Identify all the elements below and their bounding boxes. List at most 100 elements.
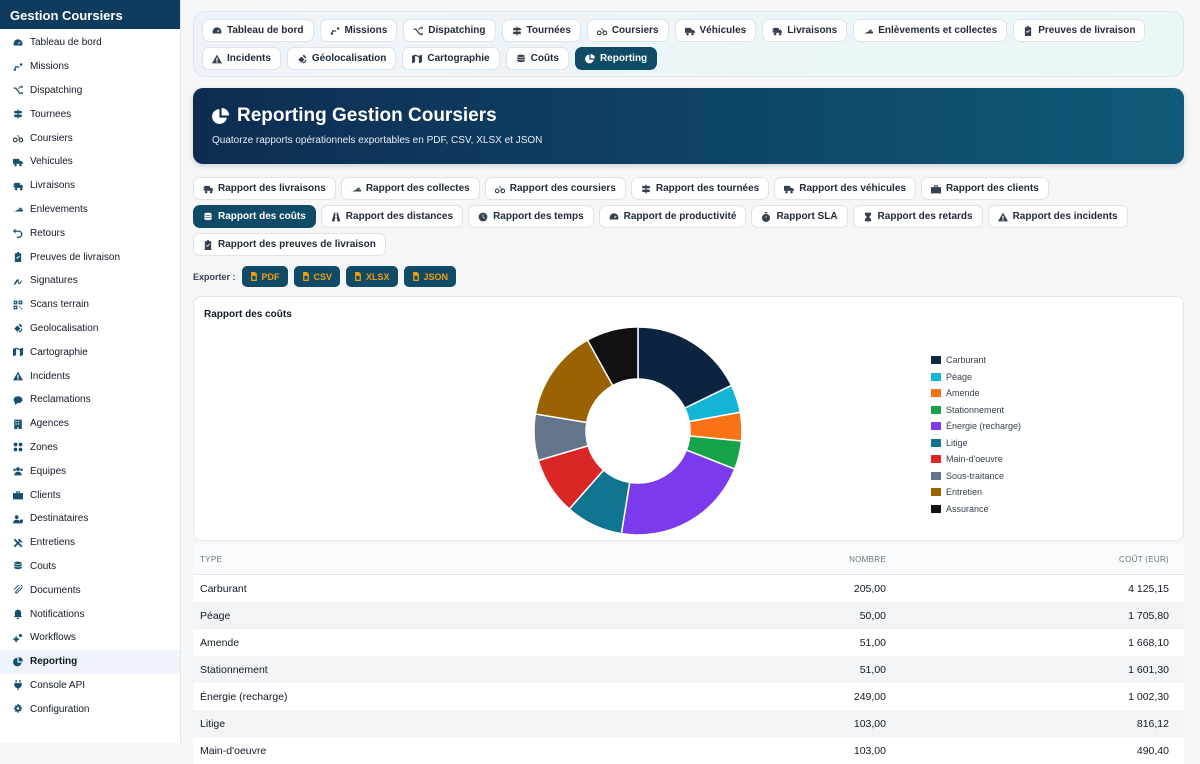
top-nav-tab[interactable]: Géolocalisation bbox=[286, 47, 397, 70]
sidebar-item[interactable]: Coursiers bbox=[0, 126, 180, 150]
export-button[interactable]: CSV bbox=[293, 266, 341, 287]
sidebar-item[interactable]: Missions bbox=[0, 55, 180, 79]
sidebar-item[interactable]: Dispatching bbox=[0, 79, 180, 103]
sidebar-item[interactable]: Zones bbox=[0, 436, 180, 460]
report-tab-label: Rapport des tournées bbox=[655, 183, 760, 194]
pie-slice[interactable] bbox=[620, 449, 736, 536]
sidebar-item[interactable]: Enlevements bbox=[0, 198, 180, 222]
report-tab[interactable]: Rapport des clients bbox=[920, 177, 1049, 200]
report-tab[interactable]: Rapport des tournées bbox=[630, 177, 770, 200]
legend-item[interactable]: Litige bbox=[931, 435, 1021, 452]
map-icon bbox=[12, 347, 23, 357]
top-nav-tab[interactable]: Reporting bbox=[574, 47, 658, 70]
bicycle-icon bbox=[12, 133, 23, 144]
top-nav-tab[interactable]: Tableau de bord bbox=[202, 19, 314, 42]
undo-icon bbox=[12, 228, 23, 239]
report-tab[interactable]: Rapport des temps bbox=[468, 205, 594, 228]
legend-label: Amende bbox=[946, 388, 980, 399]
sidebar-item[interactable]: Configuration bbox=[0, 697, 180, 721]
sidebar-item[interactable]: Documents bbox=[0, 578, 180, 602]
legend-item[interactable]: Main-d'oeuvre bbox=[931, 451, 1021, 468]
pie-slice[interactable] bbox=[586, 326, 639, 387]
top-nav-tab[interactable]: Livraisons bbox=[762, 19, 848, 42]
export-button-label: XLSX bbox=[366, 271, 390, 282]
chart-pie-icon bbox=[12, 656, 23, 667]
sidebar-item[interactable]: Reporting bbox=[0, 649, 180, 674]
sidebar-item[interactable]: Cartographie bbox=[0, 340, 180, 364]
sidebar-item[interactable]: Incidents bbox=[0, 364, 180, 388]
sidebar-item[interactable]: Preuves de livraison bbox=[0, 245, 180, 269]
top-nav-tab[interactable]: Missions bbox=[319, 19, 398, 42]
legend-swatch bbox=[931, 372, 941, 381]
cell-type: Main-d'oeuvre bbox=[200, 744, 267, 757]
sidebar-item[interactable]: Couts bbox=[0, 555, 180, 579]
sidebar-item[interactable]: Entretiens bbox=[0, 531, 180, 555]
export-button[interactable]: PDF bbox=[241, 266, 288, 287]
sidebar-item[interactable]: Destinataires bbox=[0, 507, 180, 531]
legend-item[interactable]: Entretien bbox=[931, 484, 1021, 501]
report-tab[interactable]: Rapport des distances bbox=[320, 205, 464, 228]
sidebar-item[interactable]: Agences bbox=[0, 412, 180, 436]
report-tab[interactable]: Rapport des collectes bbox=[340, 177, 480, 200]
chart-pie-icon bbox=[584, 53, 595, 63]
report-tab[interactable]: Rapport des coûts bbox=[193, 205, 316, 228]
legend-swatch bbox=[931, 488, 941, 497]
top-nav-tab[interactable]: Preuves de livraison bbox=[1013, 19, 1146, 42]
col-type-header: TYPE bbox=[200, 554, 223, 564]
cogs-icon bbox=[12, 632, 23, 643]
legend-item[interactable]: Carburant bbox=[931, 352, 1021, 369]
legend-item[interactable]: Énergie (recharge) bbox=[931, 418, 1021, 435]
sidebar-item[interactable]: Tournees bbox=[0, 102, 180, 126]
report-tab[interactable]: Rapport de productivité bbox=[598, 205, 747, 228]
report-tab[interactable]: Rapport des retards bbox=[852, 205, 983, 228]
top-nav-tab-label: Véhicules bbox=[699, 25, 747, 36]
legend-item[interactable]: Amende bbox=[931, 385, 1021, 402]
report-tab[interactable]: Rapport des véhicules bbox=[774, 177, 916, 200]
sidebar-item[interactable]: Retours bbox=[0, 221, 180, 245]
sidebar-item[interactable]: Tableau de bord bbox=[0, 31, 180, 55]
top-nav-tab[interactable]: Dispatching bbox=[403, 19, 496, 42]
top-nav-tab[interactable]: Véhicules bbox=[674, 19, 757, 42]
col-cost-header: COÛT (EUR) bbox=[1119, 554, 1169, 564]
sidebar-item[interactable]: Reclamations bbox=[0, 388, 180, 412]
top-nav-tab[interactable]: Coûts bbox=[505, 47, 569, 70]
legend-item[interactable]: Sous-traitance bbox=[931, 468, 1021, 485]
report-tab[interactable]: Rapport des preuves de livraison bbox=[193, 233, 386, 256]
top-nav-tab[interactable]: Incidents bbox=[202, 47, 281, 70]
top-nav-tab[interactable]: Tournées bbox=[501, 19, 581, 42]
sidebar: Gestion Coursiers Tableau de bord Mission… bbox=[0, 0, 181, 743]
top-nav-tab[interactable]: Coursiers bbox=[586, 19, 669, 42]
top-nav-tab-label: Preuves de livraison bbox=[1038, 25, 1136, 36]
export-button[interactable]: XLSX bbox=[346, 266, 398, 287]
sidebar-item[interactable]: Livraisons bbox=[0, 174, 180, 198]
report-tab[interactable]: Rapport des livraisons bbox=[193, 177, 336, 200]
sidebar-item-label: Notifications bbox=[30, 608, 85, 620]
cell-count: 249,00 bbox=[853, 690, 886, 703]
top-nav-tab[interactable]: Cartographie bbox=[402, 47, 500, 70]
report-tab[interactable]: Rapport des coursiers bbox=[484, 177, 626, 200]
top-nav-tab[interactable]: Enlèvements et collectes bbox=[853, 19, 1008, 42]
sidebar-item[interactable]: Workflows bbox=[0, 626, 180, 650]
top-nav-tab-label: Livraisons bbox=[787, 25, 838, 36]
report-tab[interactable]: Rapport des incidents bbox=[987, 205, 1128, 228]
sidebar-item[interactable]: Geolocalisation bbox=[0, 317, 180, 341]
legend-item[interactable]: Stationnement bbox=[931, 402, 1021, 419]
ramp-icon bbox=[863, 29, 874, 34]
sidebar-item[interactable]: Console API bbox=[0, 674, 180, 698]
sidebar-item-label: Destinataires bbox=[30, 513, 89, 525]
legend-item[interactable]: Assurance bbox=[931, 501, 1021, 518]
sidebar-item[interactable]: Scans terrain bbox=[0, 293, 180, 317]
sidebar-item[interactable]: Notifications bbox=[0, 602, 180, 626]
legend-item[interactable]: Péage bbox=[931, 369, 1021, 386]
report-tab-label: Rapport des coursiers bbox=[509, 183, 616, 194]
export-button[interactable]: JSON bbox=[403, 266, 457, 287]
warning-icon bbox=[997, 212, 1008, 221]
sidebar-item[interactable]: Signatures bbox=[0, 269, 180, 293]
top-nav-tab-label: Missions bbox=[344, 25, 388, 36]
sidebar-item[interactable]: Vehicules bbox=[0, 150, 180, 174]
report-tab[interactable]: Rapport SLA bbox=[751, 205, 848, 228]
legend-swatch bbox=[931, 504, 941, 513]
users-icon bbox=[12, 466, 23, 477]
sidebar-item[interactable]: Clients bbox=[0, 483, 180, 507]
sidebar-item[interactable]: Equipes bbox=[0, 459, 180, 483]
